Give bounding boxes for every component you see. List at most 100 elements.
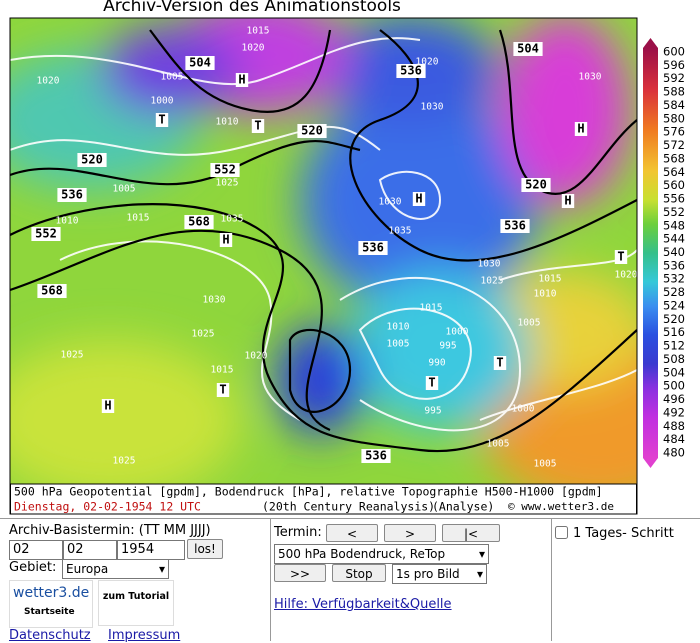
geopotential-label: 520 <box>525 178 547 192</box>
geopotential-label: H <box>577 122 584 136</box>
pressure-label: 1005 <box>518 318 541 329</box>
pressure-label: 1020 <box>37 76 60 87</box>
caption-kind: (Analyse) <box>432 500 494 514</box>
pressure-label: 1010 <box>387 322 410 333</box>
go-button[interactable]: los! <box>187 539 223 559</box>
label-box <box>31 227 61 241</box>
pressure-label: 1005 <box>161 72 184 83</box>
colorbar-label: 588 <box>663 85 685 99</box>
tutorial-link[interactable]: zum Tutorial <box>98 580 174 626</box>
label-box <box>358 241 388 255</box>
colorbar-label: 580 <box>663 111 685 125</box>
colorbar-label: 568 <box>663 151 685 165</box>
day-input[interactable]: 02 <box>9 540 63 560</box>
pressure-label: 1025 <box>481 276 504 287</box>
colorbar-label: 564 <box>663 165 685 179</box>
logo-link[interactable]: wetter3.de Startseite <box>9 580 93 628</box>
pressure-label: 1010 <box>534 289 557 300</box>
label-box <box>361 449 391 463</box>
geopotential-label: T <box>496 356 503 370</box>
colorbar-arrow <box>643 38 658 48</box>
pressure-label: 1015 <box>127 213 150 224</box>
imprint-link[interactable]: Impressum <box>108 628 181 643</box>
step-checkbox[interactable] <box>555 526 568 539</box>
geopotential-label: 552 <box>214 163 236 177</box>
geopotential-label: 536 <box>362 241 384 255</box>
label-box <box>493 356 507 370</box>
first-button[interactable]: |< <box>442 524 500 542</box>
pressure-label: 1000 <box>512 404 535 415</box>
label-box <box>412 192 426 206</box>
colorbar-label: 532 <box>663 272 685 286</box>
pressure-label: 990 <box>428 358 445 369</box>
label-box <box>251 119 265 133</box>
geopotential-label: T <box>428 376 435 390</box>
play-button[interactable]: >> <box>274 564 326 582</box>
divider <box>270 519 271 641</box>
geopotential-label: 520 <box>301 124 323 138</box>
geopotential-label: T <box>254 119 261 133</box>
pressure-label: 1005 <box>534 459 557 470</box>
geopotential-label: H <box>238 73 245 87</box>
prev-button[interactable]: < <box>326 524 378 542</box>
colorbar-label: 548 <box>663 218 685 232</box>
pressure-label: 1025 <box>113 456 136 467</box>
geopotential-label: 504 <box>517 42 539 56</box>
pressure-label: 1025 <box>216 178 239 189</box>
colorbar-label: 552 <box>663 205 685 219</box>
product-select[interactable]: 500 hPa Bodendruck, ReTop <box>274 544 489 564</box>
pressure-label: 1030 <box>379 197 402 208</box>
label-box <box>57 188 87 202</box>
colorbar-label: 524 <box>663 298 685 312</box>
colorbar-label: 544 <box>663 232 685 246</box>
geopotential-label: H <box>415 192 422 206</box>
label-box <box>521 178 551 192</box>
colorbar-label: 500 <box>663 379 685 393</box>
divider <box>0 518 700 519</box>
privacy-link[interactable]: Datenschutz <box>9 628 91 643</box>
pressure-label: 1030 <box>478 259 501 270</box>
pressure-label: 1015 <box>539 274 562 285</box>
logo-text: wetter3.de <box>13 585 90 601</box>
caption-source: (20th Century Reanalysis) <box>262 500 435 514</box>
label-box <box>101 399 115 413</box>
geopotential-label: 536 <box>400 64 422 78</box>
stop-button[interactable]: Stop <box>332 564 386 582</box>
colorbar-label: 484 <box>663 432 685 446</box>
pressure-label: 1020 <box>245 351 268 362</box>
pressure-label: 1000 <box>446 327 469 338</box>
pressure-label: 1010 <box>216 117 239 128</box>
termin-label: Termin: <box>274 525 322 540</box>
caption-date: Dienstag, 02-02-1954 12 UTC <box>14 500 201 514</box>
pressure-label: 1035 <box>221 214 244 225</box>
pressure-label: 1005 <box>487 439 510 450</box>
month-input[interactable]: 02 <box>63 540 117 560</box>
pressure-label: 995 <box>439 341 456 352</box>
speed-select[interactable]: 1s pro Bild <box>392 564 487 584</box>
colorbar-label: 540 <box>663 245 685 259</box>
label-box <box>210 163 240 177</box>
colorbar-label: 592 <box>663 71 685 85</box>
help-link[interactable]: Hilfe: Verfügbarkeit&Quelle <box>274 597 452 612</box>
colorbar-label: 536 <box>663 258 685 272</box>
label-box <box>500 219 530 233</box>
label-box <box>219 233 233 247</box>
label-box <box>513 42 543 56</box>
label-box <box>574 122 588 136</box>
pressure-label: 1010 <box>56 216 79 227</box>
pressure-label: 1025 <box>192 329 215 340</box>
label-box <box>77 153 107 167</box>
year-input[interactable]: 1954 <box>117 540 185 560</box>
logo-caption: Startseite <box>24 607 75 617</box>
map-panel: Archiv-Version des Animationstools <box>9 0 685 515</box>
geopotential-label: 568 <box>41 284 63 298</box>
pressure-label: 1020 <box>416 57 439 68</box>
region-select[interactable]: Europa <box>62 559 169 579</box>
pressure-label: 1000 <box>151 96 174 107</box>
colorbar-label: 512 <box>663 339 685 353</box>
colorbar-label: 516 <box>663 325 685 339</box>
next-button[interactable]: > <box>384 524 436 542</box>
label-box <box>184 215 214 229</box>
geopotential-label: T <box>617 250 624 264</box>
